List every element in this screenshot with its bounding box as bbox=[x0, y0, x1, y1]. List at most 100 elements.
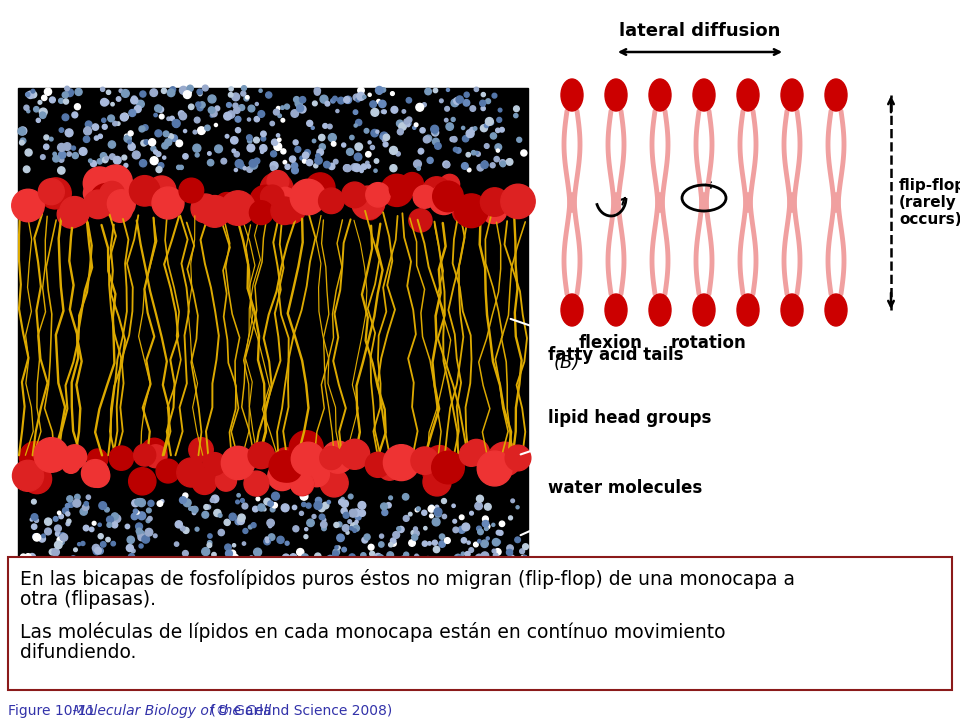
Circle shape bbox=[63, 99, 68, 104]
Circle shape bbox=[233, 107, 240, 114]
Circle shape bbox=[122, 155, 127, 160]
Circle shape bbox=[241, 498, 245, 503]
Circle shape bbox=[386, 503, 392, 508]
Circle shape bbox=[98, 523, 102, 526]
Circle shape bbox=[427, 158, 433, 163]
Circle shape bbox=[364, 534, 371, 540]
Circle shape bbox=[293, 140, 299, 145]
Circle shape bbox=[250, 160, 256, 167]
Circle shape bbox=[248, 442, 275, 469]
Circle shape bbox=[254, 158, 260, 164]
Circle shape bbox=[291, 109, 299, 117]
Circle shape bbox=[509, 516, 513, 520]
Circle shape bbox=[199, 574, 205, 580]
Circle shape bbox=[234, 168, 237, 171]
Circle shape bbox=[485, 123, 489, 127]
Circle shape bbox=[247, 166, 252, 172]
Circle shape bbox=[246, 96, 249, 99]
Circle shape bbox=[481, 93, 486, 96]
Circle shape bbox=[27, 91, 34, 99]
Circle shape bbox=[282, 554, 290, 562]
Circle shape bbox=[167, 568, 171, 572]
Circle shape bbox=[256, 497, 260, 500]
Circle shape bbox=[374, 569, 381, 576]
Circle shape bbox=[324, 161, 330, 168]
Circle shape bbox=[461, 538, 467, 543]
Circle shape bbox=[171, 575, 174, 578]
Circle shape bbox=[417, 507, 420, 510]
Circle shape bbox=[486, 537, 490, 540]
Circle shape bbox=[258, 566, 261, 570]
Circle shape bbox=[106, 537, 110, 541]
Circle shape bbox=[34, 449, 56, 471]
Circle shape bbox=[337, 546, 340, 549]
Circle shape bbox=[20, 138, 26, 144]
Circle shape bbox=[229, 550, 236, 557]
Text: En las bicapas de fosfolípidos puros éstos no migran (flip-flop) de una monocapa: En las bicapas de fosfolípidos puros ést… bbox=[20, 569, 795, 589]
Circle shape bbox=[491, 163, 495, 168]
Ellipse shape bbox=[737, 294, 759, 326]
Circle shape bbox=[442, 564, 448, 571]
Circle shape bbox=[227, 102, 231, 107]
Ellipse shape bbox=[605, 294, 627, 326]
Circle shape bbox=[353, 94, 360, 101]
Circle shape bbox=[376, 89, 382, 94]
Circle shape bbox=[85, 121, 92, 127]
Circle shape bbox=[475, 151, 478, 154]
Circle shape bbox=[435, 510, 442, 517]
Circle shape bbox=[148, 500, 154, 506]
Circle shape bbox=[25, 149, 32, 156]
Circle shape bbox=[400, 556, 407, 562]
Circle shape bbox=[53, 156, 60, 162]
Circle shape bbox=[208, 107, 215, 113]
Circle shape bbox=[84, 127, 91, 135]
Text: rotation: rotation bbox=[671, 334, 747, 352]
Circle shape bbox=[50, 97, 56, 103]
Circle shape bbox=[312, 515, 316, 518]
Circle shape bbox=[300, 511, 303, 516]
Circle shape bbox=[507, 545, 514, 552]
Circle shape bbox=[226, 550, 232, 557]
Circle shape bbox=[34, 107, 39, 112]
Circle shape bbox=[58, 143, 65, 151]
Circle shape bbox=[129, 109, 135, 117]
Circle shape bbox=[277, 536, 284, 544]
Circle shape bbox=[65, 129, 73, 137]
Circle shape bbox=[88, 159, 92, 163]
Circle shape bbox=[271, 197, 299, 225]
Circle shape bbox=[490, 121, 493, 125]
Circle shape bbox=[333, 159, 338, 164]
Circle shape bbox=[488, 442, 521, 476]
Circle shape bbox=[432, 518, 440, 526]
Circle shape bbox=[89, 527, 94, 531]
Circle shape bbox=[406, 562, 410, 565]
Circle shape bbox=[514, 114, 518, 117]
Circle shape bbox=[69, 570, 75, 575]
Circle shape bbox=[235, 575, 241, 580]
Circle shape bbox=[319, 505, 325, 512]
Circle shape bbox=[409, 540, 416, 546]
Circle shape bbox=[182, 575, 187, 579]
Circle shape bbox=[261, 136, 266, 141]
Circle shape bbox=[151, 146, 156, 151]
Circle shape bbox=[495, 144, 502, 150]
Circle shape bbox=[158, 163, 164, 168]
Circle shape bbox=[453, 148, 458, 152]
Circle shape bbox=[40, 178, 71, 209]
Circle shape bbox=[363, 95, 366, 99]
Circle shape bbox=[84, 190, 112, 219]
Circle shape bbox=[40, 182, 66, 209]
Circle shape bbox=[272, 139, 277, 145]
Circle shape bbox=[121, 113, 129, 120]
Circle shape bbox=[108, 198, 132, 222]
Circle shape bbox=[423, 136, 430, 143]
Circle shape bbox=[323, 124, 327, 128]
Circle shape bbox=[383, 142, 388, 147]
Circle shape bbox=[457, 555, 463, 561]
Circle shape bbox=[78, 543, 81, 546]
Circle shape bbox=[39, 112, 46, 118]
Circle shape bbox=[435, 143, 442, 149]
Circle shape bbox=[267, 561, 274, 568]
Circle shape bbox=[453, 527, 459, 533]
Circle shape bbox=[84, 502, 88, 506]
